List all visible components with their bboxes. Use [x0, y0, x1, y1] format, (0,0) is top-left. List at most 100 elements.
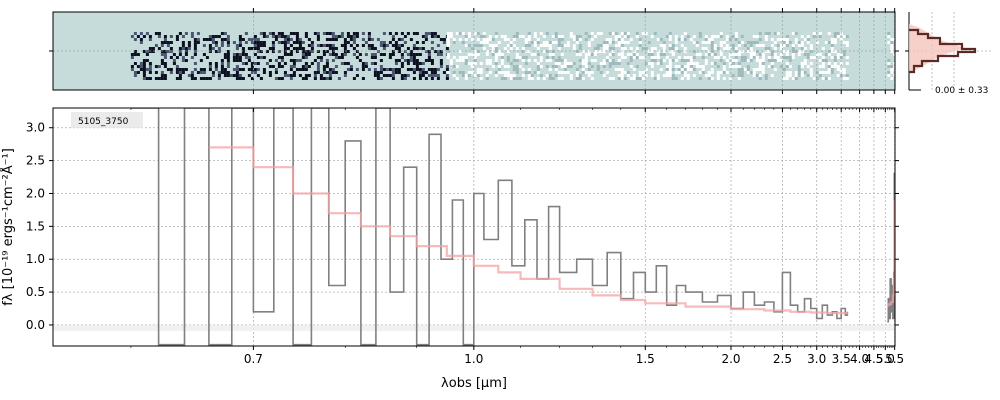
- stamp-pixel: [578, 35, 582, 38]
- stamp-pixel: [593, 50, 597, 53]
- stamp-pixel: [620, 38, 624, 41]
- stamp-pixel: [283, 53, 287, 56]
- stamp-pixel: [295, 47, 299, 50]
- stamp-pixel: [590, 59, 594, 62]
- stamp-pixel: [614, 35, 618, 38]
- stamp-pixel: [587, 62, 591, 65]
- stamp-pixel: [130, 35, 134, 38]
- stamp-pixel: [190, 74, 194, 77]
- stamp-pixel: [205, 77, 209, 80]
- stamp-pixel: [836, 53, 840, 56]
- stamp-pixel: [307, 44, 311, 47]
- stamp-pixel: [800, 47, 804, 50]
- stamp-pixel: [761, 62, 765, 65]
- stamp-pixel: [749, 47, 753, 50]
- stamp-pixel: [503, 38, 507, 41]
- stamp-pixel: [674, 59, 678, 62]
- stamp-pixel: [421, 47, 425, 50]
- stamp-pixel: [271, 47, 275, 50]
- stamp-pixel: [548, 53, 552, 56]
- stamp-pixel: [821, 56, 825, 59]
- stamp-pixel: [340, 44, 344, 47]
- stamp-pixel: [605, 44, 609, 47]
- stamp-pixel: [268, 71, 272, 74]
- stamp-pixel: [827, 32, 831, 35]
- stamp-pixel: [830, 65, 834, 68]
- stamp-pixel: [295, 35, 299, 38]
- stamp-pixel: [641, 77, 645, 80]
- stamp-pixel: [656, 74, 660, 77]
- stamp-pixel: [328, 71, 332, 74]
- stamp-pixel: [680, 59, 684, 62]
- stamp-pixel: [590, 77, 594, 80]
- stamp-pixel: [277, 65, 281, 68]
- stamp-pixel: [608, 38, 612, 41]
- stamp-pixel: [467, 74, 471, 77]
- stamp-pixel: [839, 62, 843, 65]
- stamp-pixel: [521, 59, 525, 62]
- stamp-pixel: [572, 38, 576, 41]
- stamp-pixel: [515, 68, 519, 71]
- stamp-pixel: [887, 41, 891, 44]
- stamp-pixel: [391, 50, 395, 53]
- stamp-pixel: [325, 38, 329, 41]
- stamp-pixel: [524, 44, 528, 47]
- stamp-pixel: [400, 38, 404, 41]
- stamp-pixel: [151, 50, 155, 53]
- stamp-pixel: [647, 50, 651, 53]
- stamp-pixel: [373, 62, 377, 65]
- stamp-pixel: [280, 56, 284, 59]
- stamp-pixel: [620, 68, 624, 71]
- stamp-pixel: [539, 74, 543, 77]
- stamp-pixel: [415, 47, 419, 50]
- stamp-pixel: [352, 32, 356, 35]
- stamp-pixel: [611, 32, 615, 35]
- stamp-pixel: [298, 47, 302, 50]
- stamp-pixel: [671, 44, 675, 47]
- stamp-pixel: [845, 41, 849, 44]
- stamp-pixel: [581, 59, 585, 62]
- stamp-pixel: [830, 41, 834, 44]
- stamp-pixel: [614, 44, 618, 47]
- stamp-pixel: [169, 56, 173, 59]
- stamp-pixel: [704, 62, 708, 65]
- stamp-pixel: [238, 56, 242, 59]
- stamp-pixel: [734, 50, 738, 53]
- stamp-pixel: [430, 35, 434, 38]
- stamp-pixel: [142, 35, 146, 38]
- stamp-pixel: [665, 65, 669, 68]
- stamp-pixel: [533, 53, 537, 56]
- stamp-pixel: [596, 50, 600, 53]
- stamp-pixel: [211, 35, 215, 38]
- stamp-pixel: [497, 71, 501, 74]
- stamp-pixel: [602, 41, 606, 44]
- stamp-pixel: [361, 38, 365, 41]
- stamp-pixel: [403, 59, 407, 62]
- stamp-pixel: [226, 74, 230, 77]
- stamp-pixel: [301, 53, 305, 56]
- stamp-pixel: [653, 59, 657, 62]
- stamp-pixel: [620, 50, 624, 53]
- stamp-pixel: [665, 35, 669, 38]
- stamp-pixel: [887, 35, 891, 38]
- stamp-pixel: [316, 68, 320, 71]
- stamp-pixel: [382, 41, 386, 44]
- stamp-pixel: [346, 41, 350, 44]
- stamp-pixel: [304, 35, 308, 38]
- stamp-pixel: [385, 44, 389, 47]
- stamp-pixel: [815, 53, 819, 56]
- stamp-pixel: [668, 59, 672, 62]
- stamp-pixel: [193, 53, 197, 56]
- stamp-pixel: [289, 53, 293, 56]
- stamp-pixel: [373, 71, 377, 74]
- stamp-pixel: [497, 41, 501, 44]
- stamp-pixel: [316, 50, 320, 53]
- stamp-pixel: [701, 47, 705, 50]
- stamp-pixel: [256, 47, 260, 50]
- stamp-pixel: [151, 47, 155, 50]
- stamp-pixel: [235, 59, 239, 62]
- stamp-pixel: [689, 38, 693, 41]
- stamp-pixel: [470, 53, 474, 56]
- stamp-pixel: [737, 65, 741, 68]
- stamp-pixel: [190, 35, 194, 38]
